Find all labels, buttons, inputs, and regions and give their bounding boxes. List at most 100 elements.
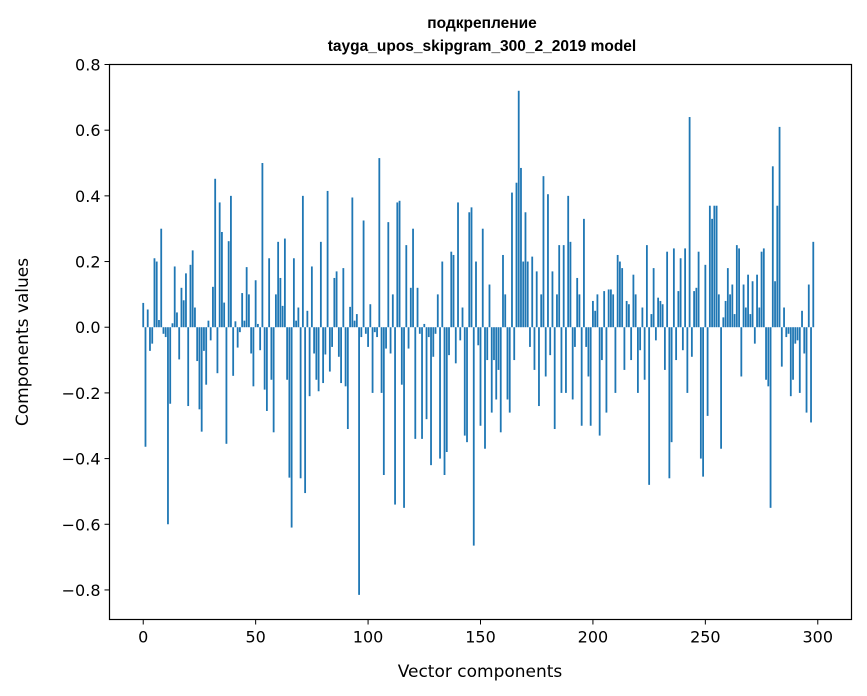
bar-62 [281,305,284,328]
bar-74 [308,327,311,397]
bar-238 [677,291,680,328]
bar-177 [540,294,543,328]
bar-270 [749,314,752,328]
bar-55 [265,327,268,411]
bar-127 [427,327,430,338]
bar-160 [502,254,504,328]
bar-197 [585,327,588,347]
bar-9 [162,327,165,334]
bar-12 [169,327,172,404]
bar-283 [778,126,781,328]
bar-268 [744,307,747,328]
bar-142 [461,307,464,328]
bar-166 [515,182,518,328]
bar-87 [337,327,340,357]
bar-210 [614,327,617,393]
bar-152 [484,327,486,449]
bar-265 [738,248,740,328]
bar-205 [603,291,606,328]
bar-168 [520,167,522,328]
bar-233 [666,251,669,328]
bar-202 [596,294,599,328]
bar-176 [538,327,540,407]
y-tick-label-6: 0.4 [75,187,100,206]
bar-281 [774,281,776,328]
bar-157 [495,327,498,400]
bar-293 [801,310,803,328]
bar-124 [421,327,423,439]
bar-52 [259,327,262,351]
bar-102 [371,327,374,393]
bar-110 [389,327,392,354]
bar-16 [178,327,181,360]
bar-19 [185,273,187,328]
bar-214 [623,327,626,370]
bar-282 [776,205,779,328]
bar-36 [223,302,226,328]
bar-29 [207,320,210,328]
bar-253 [711,218,713,328]
bar-186 [560,327,563,393]
bar-15 [176,312,178,328]
y-tick-label-5: 0.2 [75,253,100,272]
x-axis-label: Vector components [398,662,563,682]
bar-212 [619,261,621,328]
bar-171 [526,261,529,328]
bar-100 [367,327,369,347]
bar-148 [475,261,477,328]
bar-226 [650,314,653,328]
bar-247 [697,251,700,328]
bar-120 [412,228,414,328]
y-axis-label: Components values [13,258,33,426]
bar-298 [812,241,815,328]
bar-77 [315,327,318,380]
bar-251 [706,327,709,416]
bar-70 [299,327,302,479]
bar-92 [349,306,351,328]
bar-196 [583,218,585,328]
bar-80 [322,327,325,384]
x-tick-label-3: 150 [465,628,496,647]
bar-220 [636,327,639,393]
bar-99 [364,327,367,334]
bar-60 [277,241,280,328]
y-tick-label-0: −0.8 [62,581,101,600]
bar-8 [160,228,163,328]
bar-254 [713,205,716,328]
bar-279 [769,327,772,508]
bar-208 [610,289,612,328]
bar-90 [344,327,347,387]
bar-199 [589,327,592,426]
bar-278 [767,327,770,387]
bar-86 [335,271,338,328]
bar-93 [351,197,354,328]
bar-219 [634,294,637,328]
bar-151 [481,228,484,328]
bar-164 [511,192,513,328]
bars-group [142,90,815,595]
bar-222 [641,307,644,328]
bar-192 [574,327,576,347]
bar-264 [735,245,738,328]
bar-75 [310,266,313,328]
bar-118 [407,327,410,349]
bar-49 [252,327,255,387]
bar-255 [715,205,718,328]
bar-231 [661,304,664,328]
bar-97 [360,327,363,338]
bar-193 [576,277,579,328]
bar-25 [198,327,201,410]
bar-182 [551,271,554,328]
bar-159 [499,327,502,433]
bar-252 [708,205,711,328]
bar-232 [663,327,666,370]
bar-82 [326,190,329,328]
bar-1 [144,327,147,447]
bar-11 [167,327,169,525]
bar-242 [686,327,689,393]
bar-269 [747,274,749,328]
bar-67 [292,258,295,328]
bar-198 [587,327,590,377]
bar-45 [243,320,246,328]
bar-178 [542,176,545,328]
